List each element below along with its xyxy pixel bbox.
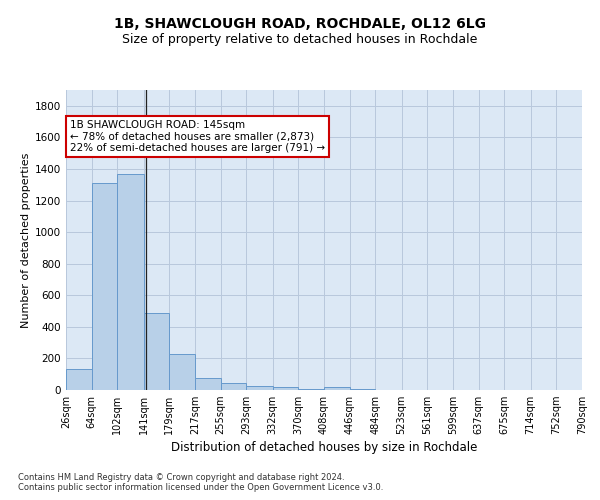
Bar xyxy=(324,387,350,390)
Bar xyxy=(92,183,118,390)
Bar xyxy=(66,368,92,390)
Bar xyxy=(272,387,298,390)
Text: Contains HM Land Registry data © Crown copyright and database right 2024.
Contai: Contains HM Land Registry data © Crown c… xyxy=(18,473,383,492)
Bar xyxy=(298,388,324,390)
Text: 1B, SHAWCLOUGH ROAD, ROCHDALE, OL12 6LG: 1B, SHAWCLOUGH ROAD, ROCHDALE, OL12 6LG xyxy=(114,18,486,32)
Bar xyxy=(143,314,169,390)
Bar xyxy=(221,384,247,390)
Bar xyxy=(169,354,195,390)
Y-axis label: Number of detached properties: Number of detached properties xyxy=(21,152,31,328)
Text: 1B SHAWCLOUGH ROAD: 145sqm
← 78% of detached houses are smaller (2,873)
22% of s: 1B SHAWCLOUGH ROAD: 145sqm ← 78% of deta… xyxy=(70,120,325,153)
Text: Size of property relative to detached houses in Rochdale: Size of property relative to detached ho… xyxy=(122,32,478,46)
X-axis label: Distribution of detached houses by size in Rochdale: Distribution of detached houses by size … xyxy=(171,442,477,454)
Bar xyxy=(118,174,143,390)
Bar xyxy=(195,378,221,390)
Bar xyxy=(247,386,272,390)
Bar xyxy=(350,389,376,390)
